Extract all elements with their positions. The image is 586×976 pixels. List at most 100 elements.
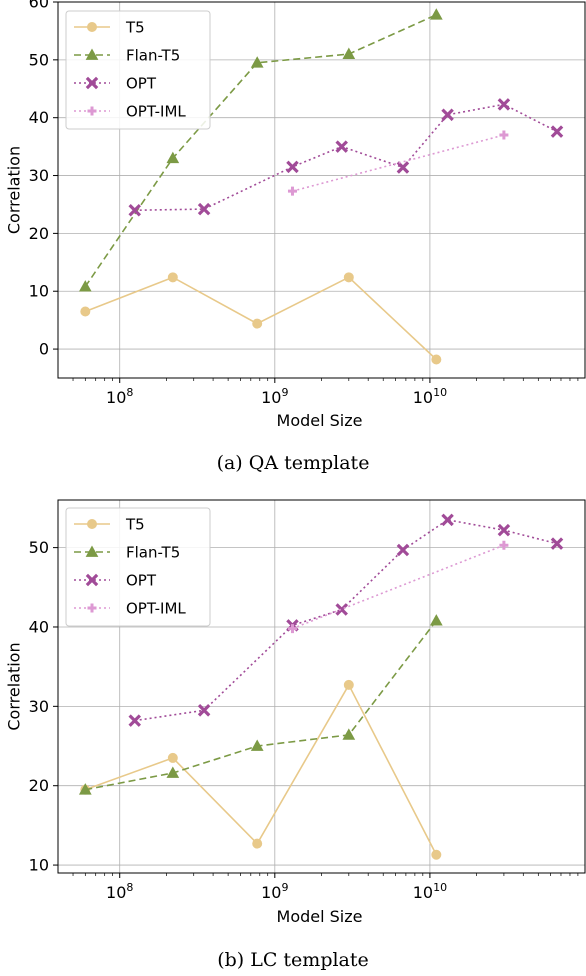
x-axis: 108 109 1010 (106, 873, 447, 902)
figure-lc-template: 10 20 30 40 50 108 109 1010 Model Size Correlatio… (0, 488, 586, 976)
series-line (292, 134, 505, 192)
x-axis: 108 109 1010 (106, 378, 447, 407)
series-opt-iml (287, 540, 509, 634)
data-point (335, 140, 348, 153)
legend-label: OPT-IML (126, 103, 186, 121)
legend-label: Flan-T5 (126, 47, 180, 65)
data-point (166, 151, 180, 164)
data-point (78, 783, 92, 795)
legend-label: Flan-T5 (126, 544, 180, 562)
legend-item: OPT-IML (74, 103, 186, 121)
data-point (431, 354, 442, 365)
figure-caption: (b) LC template (217, 949, 369, 971)
series-flan-t5 (78, 8, 443, 292)
data-point (497, 523, 511, 537)
y-tick-label: 40 (29, 617, 49, 636)
x-tick-label: 109 (261, 881, 288, 902)
legend-item: Flan-T5 (74, 47, 180, 65)
series-line (85, 683, 438, 856)
data-point (429, 8, 443, 20)
data-point (342, 728, 356, 740)
legend-item: T5 (74, 516, 145, 534)
data-point (128, 714, 142, 727)
y-tick-label: 60 (29, 0, 49, 12)
legend-marker (87, 106, 97, 116)
x-axis-label: Model Size (277, 907, 363, 926)
chart-lc-template: 10 20 30 40 50 108 109 1010 Model Size Correlatio… (5, 499, 586, 926)
data-point (441, 513, 454, 527)
data-point (167, 272, 178, 283)
data-point (252, 838, 263, 849)
data-point (335, 603, 348, 616)
x-axis-label: Model Size (277, 411, 363, 430)
plot-frame (57, 499, 586, 874)
legend-marker (85, 545, 99, 557)
plot-frame (57, 1, 586, 379)
y-tick-label: 40 (29, 108, 49, 127)
data-point (396, 161, 410, 174)
legend-marker (85, 573, 99, 587)
legend-label: OPT-IML (126, 600, 186, 618)
data-point (197, 704, 211, 717)
series-line (85, 620, 437, 791)
y-tick-label: 30 (29, 697, 49, 716)
data-point (128, 203, 142, 217)
data-point (396, 543, 410, 557)
series-t5 (80, 272, 442, 365)
y-tick-label: 0 (39, 340, 49, 359)
series-line (292, 544, 505, 630)
data-point (250, 56, 264, 68)
series-opt-iml (287, 130, 509, 196)
legend-item: T5 (74, 19, 145, 37)
legend-frame (65, 507, 211, 627)
legend-marker (85, 76, 99, 90)
legend: T5 Flan-T5 OPT OPT-IML (65, 507, 211, 627)
data-point (550, 125, 564, 138)
data-point (287, 186, 297, 196)
legend-frame (65, 10, 211, 130)
data-point (250, 739, 264, 751)
figure-caption: (a) QA template (216, 452, 370, 474)
data-point (441, 108, 454, 122)
y-axis-label: Correlation (5, 146, 24, 234)
data-point (550, 537, 564, 550)
legend-marker (87, 519, 97, 529)
series-opt (128, 513, 564, 727)
data-point (286, 160, 299, 174)
y-tick-label: 20 (29, 776, 49, 795)
legend-marker (85, 48, 99, 60)
x-tick-label: 1010 (413, 881, 447, 902)
y-tick-label: 50 (29, 538, 49, 557)
series-opt (128, 98, 564, 217)
data-point (78, 280, 92, 292)
legend-label: T5 (125, 516, 145, 534)
series-line (134, 518, 558, 722)
chart-qa-template: 0 10 20 30 40 50 60 108 109 1010 Model Size Correla… (5, 0, 586, 430)
data-point (497, 98, 511, 111)
y-tick-label: 50 (29, 50, 49, 69)
data-point (342, 47, 356, 59)
legend-item: OPT (74, 75, 157, 93)
series-t5 (80, 679, 442, 860)
data-point (252, 318, 263, 329)
data-point (343, 272, 354, 283)
y-axis: 0 10 20 30 40 50 60 (29, 0, 58, 359)
legend-item: Flan-T5 (74, 544, 180, 562)
y-tick-label: 20 (29, 224, 49, 243)
figure-qa-template: 0 10 20 30 40 50 60 108 109 1010 Model Size Correla… (5, 0, 586, 474)
data-point (197, 202, 211, 216)
legend-item: OPT-IML (74, 600, 186, 618)
series-line (84, 13, 437, 288)
y-tick-label: 30 (29, 166, 49, 185)
y-axis: 10 20 30 40 50 (29, 538, 58, 875)
data-point (287, 624, 297, 634)
data-point (431, 849, 442, 860)
data-point (499, 540, 509, 550)
y-tick-label: 10 (29, 282, 49, 301)
x-tick-label: 1010 (413, 386, 447, 407)
data-point (429, 614, 443, 626)
series-line (134, 103, 558, 212)
x-tick-label: 108 (106, 386, 133, 407)
x-tick-label: 108 (106, 881, 133, 902)
data-point (499, 130, 509, 140)
